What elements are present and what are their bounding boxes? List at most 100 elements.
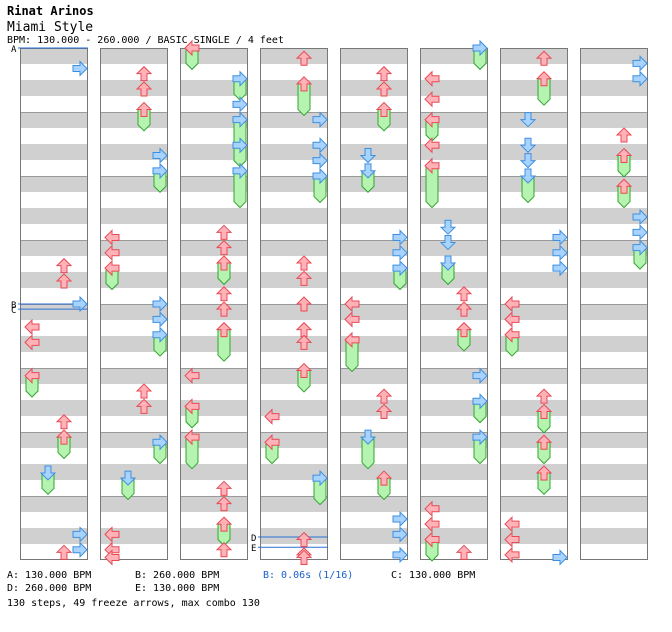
step-arrow <box>439 235 457 251</box>
step-arrow <box>55 414 73 430</box>
step-arrow <box>312 469 328 487</box>
step-arrow <box>375 403 393 420</box>
step-arrow <box>295 270 313 286</box>
step-arrow <box>504 546 520 564</box>
step-arrow <box>215 321 233 338</box>
step-arrow <box>424 531 440 548</box>
step-arrow <box>152 326 168 343</box>
step-arrow <box>535 434 553 450</box>
step-arrow <box>375 388 393 404</box>
step-arrow <box>295 362 313 379</box>
step-arrow <box>455 286 473 302</box>
step-arrow <box>424 111 440 128</box>
step-arrow <box>72 295 88 313</box>
step-arrow <box>295 531 313 548</box>
chart-column <box>340 48 408 560</box>
step-arrow <box>359 163 377 179</box>
step-arrow <box>152 147 168 164</box>
chart-column <box>100 48 168 560</box>
step-arrow <box>392 510 408 528</box>
step-arrow <box>519 153 537 169</box>
step-arrow <box>535 403 553 420</box>
step-arrow <box>215 542 233 558</box>
step-arrow <box>215 239 233 256</box>
step-arrow <box>104 229 120 246</box>
step-arrow <box>215 255 233 271</box>
step-arrow <box>152 311 168 328</box>
step-arrow <box>632 224 648 241</box>
step-arrow <box>215 495 233 512</box>
step-arrow <box>519 112 537 128</box>
step-arrow <box>232 70 248 87</box>
step-arrow <box>439 255 457 271</box>
step-arrow <box>55 273 73 289</box>
step-arrow <box>152 434 168 451</box>
step-arrow <box>104 259 120 277</box>
step-arrow <box>135 81 153 97</box>
step-arrow <box>135 398 153 414</box>
step-arrow <box>424 515 440 533</box>
step-arrow <box>392 526 408 543</box>
step-arrow <box>344 331 360 349</box>
bpm-marker-label: E <box>251 544 256 554</box>
step-arrow <box>472 39 488 57</box>
step-arrow <box>72 60 88 77</box>
step-arrow <box>455 301 473 317</box>
step-arrow <box>312 111 328 128</box>
step-arrow <box>215 516 233 532</box>
chart-column <box>580 48 648 560</box>
step-arrow <box>72 526 88 543</box>
step-arrow <box>535 50 553 66</box>
step-arrow <box>264 434 280 451</box>
step-arrow <box>152 162 168 180</box>
step-arrow <box>152 295 168 313</box>
step-arrow <box>392 244 408 262</box>
step-arrow <box>295 255 313 271</box>
bpm-d: D: 260.000 BPM <box>7 583 92 594</box>
step-arrow <box>519 137 537 153</box>
step-arrow <box>472 393 488 410</box>
step-arrow <box>392 259 408 277</box>
step-arrow <box>439 219 457 235</box>
step-arrow <box>615 127 633 143</box>
step-arrow <box>615 147 633 164</box>
step-arrow <box>295 296 313 312</box>
step-arrow <box>295 334 313 350</box>
step-arrow <box>424 157 440 174</box>
step-arrow <box>24 334 40 351</box>
step-arrow <box>552 259 568 277</box>
step-arrow <box>632 239 648 256</box>
step-arrow <box>232 162 248 180</box>
step-arrow <box>632 70 648 87</box>
step-arrow <box>119 470 137 486</box>
bpm-marker-label: D <box>251 534 256 544</box>
bpm-marker-label: A <box>11 45 17 55</box>
step-arrow <box>504 295 520 313</box>
step-arrow <box>392 229 408 246</box>
artist-name: Rinat Arinos <box>7 4 94 18</box>
step-arrow <box>295 50 313 66</box>
step-arrow <box>215 224 233 240</box>
step-arrow <box>184 39 200 57</box>
step-arrow <box>55 544 73 560</box>
bpm-a: A: 130.000 BPM <box>7 570 92 581</box>
bpm-c: C: 130.000 BPM <box>391 570 476 581</box>
step-arrow <box>424 137 440 154</box>
bpm-marker-label: C <box>11 306 16 316</box>
step-arrow <box>424 70 440 87</box>
step-arrow <box>424 90 440 108</box>
step-arrow <box>375 101 393 117</box>
step-arrow <box>455 544 473 560</box>
step-arrow <box>312 152 328 169</box>
step-arrow <box>472 428 488 446</box>
step-arrow <box>55 429 73 445</box>
step-arrow <box>344 311 360 328</box>
step-arrow <box>295 76 313 92</box>
step-arrow <box>424 500 440 518</box>
step-arrow <box>615 178 633 194</box>
step-arrow <box>264 408 280 425</box>
step-arrow <box>552 229 568 246</box>
step-arrow <box>295 549 313 565</box>
step-arrow <box>455 321 473 338</box>
